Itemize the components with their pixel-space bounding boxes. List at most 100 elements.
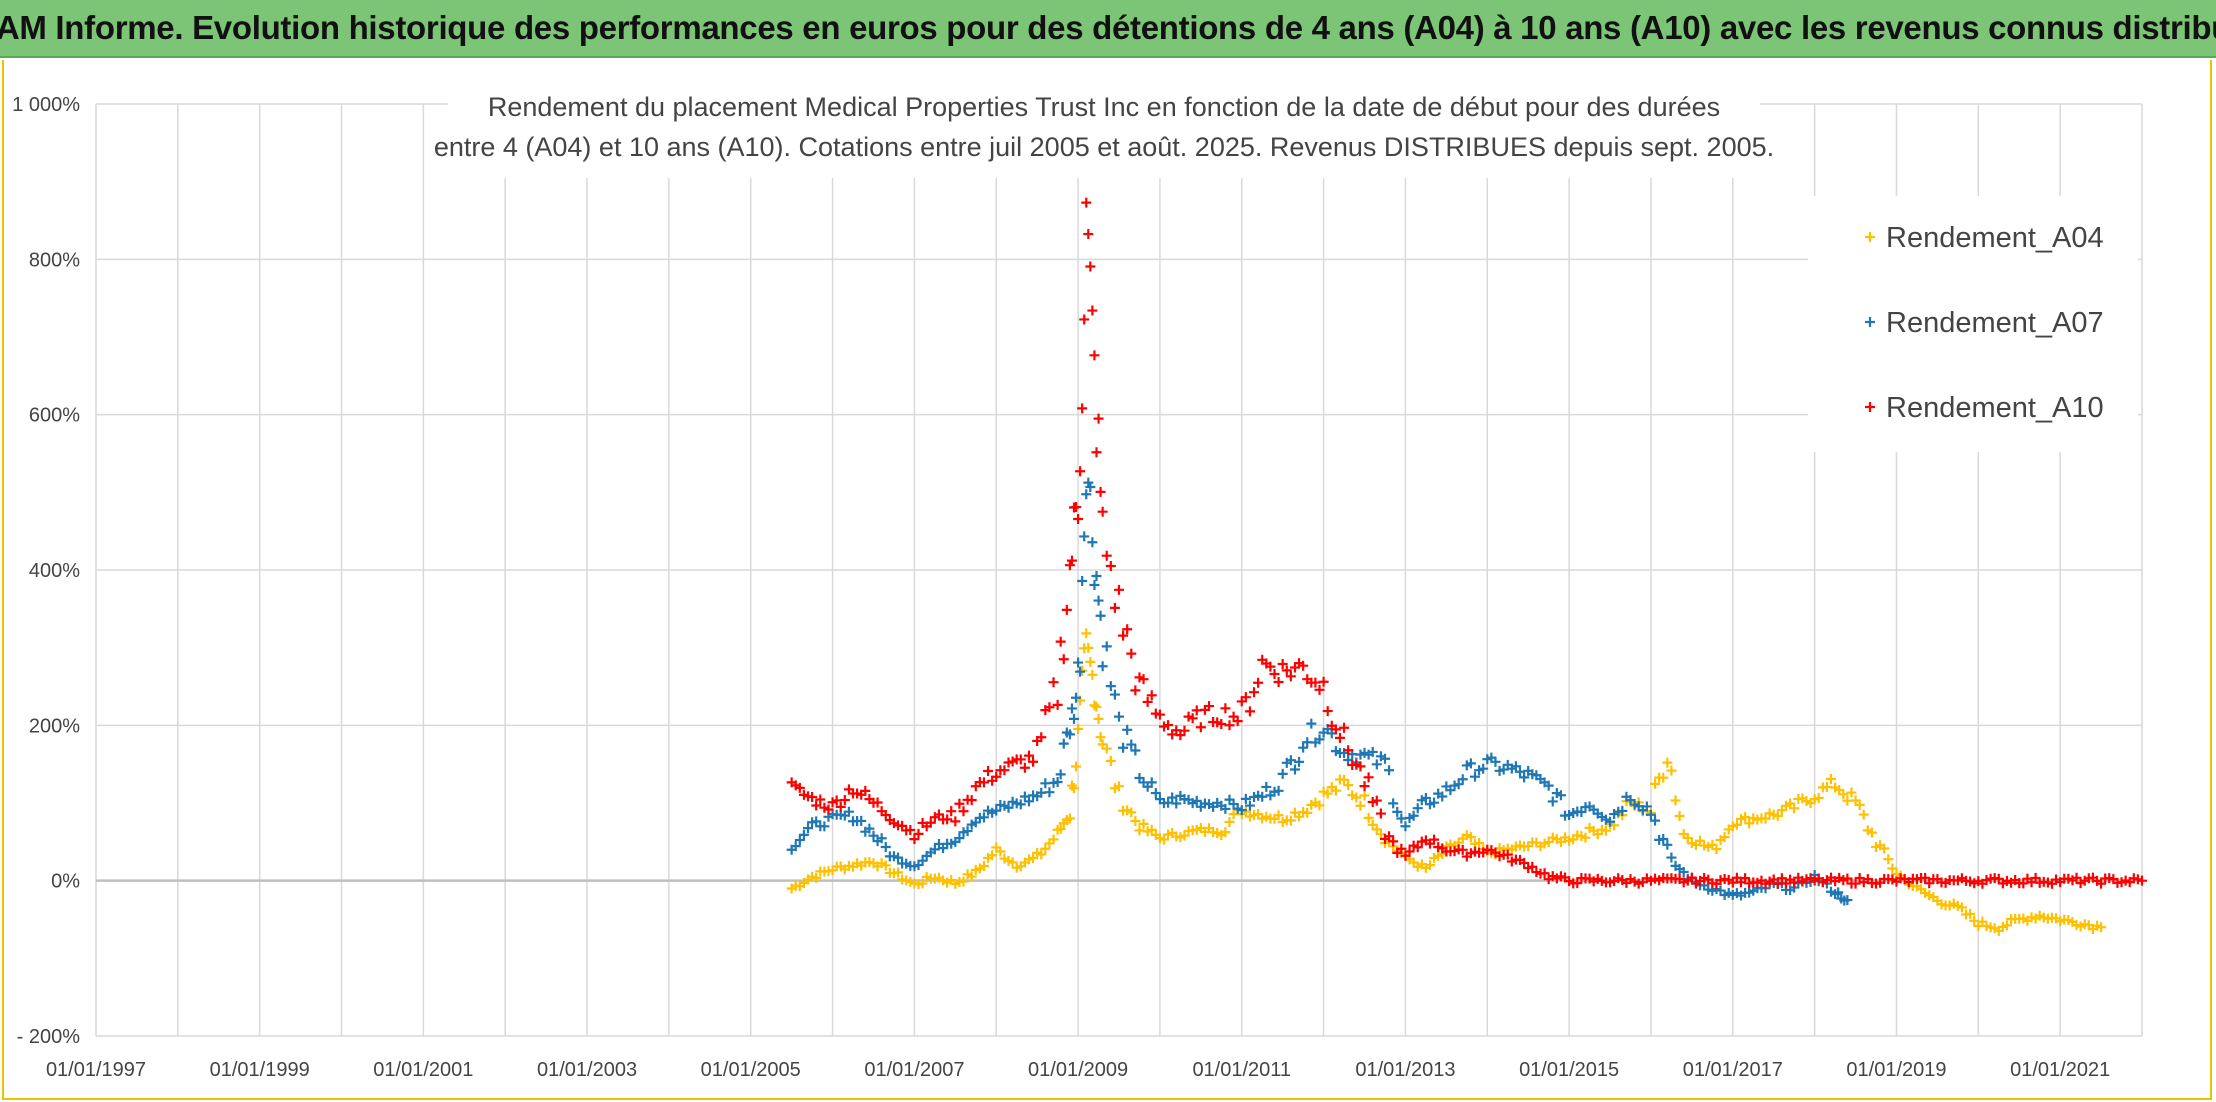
plus-marker — [1019, 762, 1030, 773]
plus-marker — [1355, 761, 1366, 772]
plus-marker — [1865, 317, 1875, 327]
plus-marker — [1249, 687, 1260, 698]
subtitle-line: entre 4 (A04) et 10 ans (A10). Cotations… — [434, 132, 1774, 162]
plus-marker — [1122, 724, 1133, 735]
plus-marker — [1055, 769, 1066, 780]
plus-marker — [929, 844, 940, 855]
plus-marker — [1204, 701, 1215, 712]
plus-marker — [1154, 709, 1165, 720]
plus-marker — [1071, 761, 1082, 772]
plus-marker — [1187, 713, 1198, 724]
plus-marker — [1833, 887, 1844, 898]
plus-marker — [1195, 722, 1206, 733]
plus-marker — [872, 797, 883, 808]
plus-marker — [1244, 800, 1255, 811]
plus-marker — [946, 806, 957, 817]
plus-marker — [1191, 795, 1202, 806]
plus-marker — [1502, 849, 1513, 860]
plus-marker — [811, 800, 822, 811]
plus-marker — [1865, 402, 1875, 412]
plus-marker — [1232, 716, 1243, 727]
plus-marker — [798, 829, 809, 840]
plus-marker — [1711, 844, 1722, 855]
plus-marker — [1130, 816, 1141, 827]
plus-marker — [1302, 807, 1313, 818]
plus-marker — [954, 798, 965, 809]
plus-marker — [1277, 768, 1288, 779]
x-tick-label: 01/01/2001 — [373, 1059, 473, 1081]
plus-marker — [1846, 787, 1857, 798]
plus-marker — [1850, 878, 1861, 889]
plus-marker — [1826, 774, 1837, 785]
plus-marker — [1285, 815, 1296, 826]
plus-marker — [1772, 810, 1783, 821]
plus-marker — [1126, 648, 1137, 659]
x-tick-label: 01/01/2007 — [864, 1059, 964, 1081]
legend-label: Rendement_A10 — [1886, 392, 2104, 424]
data-marks — [786, 197, 2147, 936]
x-tick-label: 01/01/2017 — [1683, 1059, 1783, 1081]
plus-marker — [1122, 624, 1133, 635]
plus-marker — [1167, 792, 1178, 803]
plus-marker — [1093, 595, 1104, 606]
report-title: ADAM Informe. Evolution historique des p… — [0, 9, 2216, 46]
plus-marker — [1539, 868, 1550, 879]
plus-marker — [1073, 723, 1084, 734]
plus-marker — [925, 817, 936, 828]
plus-marker — [1089, 350, 1100, 361]
plus-marker — [1920, 872, 1931, 883]
plus-marker — [868, 830, 879, 841]
plus-marker — [1490, 756, 1501, 767]
plus-marker — [1064, 560, 1075, 571]
plus-marker — [987, 850, 998, 861]
plus-marker — [1760, 813, 1771, 824]
plus-marker — [1678, 867, 1689, 878]
plus-marker — [1298, 742, 1309, 753]
subtitle-line: Rendement du placement Medical Propertie… — [488, 92, 1720, 122]
plus-marker — [1339, 722, 1350, 733]
plus-marker — [1731, 819, 1742, 830]
plus-marker — [811, 872, 822, 883]
plus-marker — [1314, 800, 1325, 811]
plus-marker — [880, 860, 891, 871]
plus-marker — [1048, 677, 1059, 688]
plus-marker — [954, 833, 965, 844]
plus-marker — [1179, 725, 1190, 736]
plus-marker — [1081, 197, 1092, 208]
legend-item: Rendement_A04 — [1865, 222, 2104, 254]
plus-marker — [1314, 684, 1325, 695]
x-tick-label: 01/01/2011 — [1192, 1059, 1291, 1081]
plus-marker — [1789, 803, 1800, 814]
plus-marker — [1424, 860, 1435, 871]
y-tick-label: 200% — [29, 715, 80, 737]
plus-marker — [995, 846, 1006, 857]
plus-marker — [1555, 790, 1566, 801]
plus-marker — [1044, 702, 1055, 713]
plus-marker — [1334, 732, 1345, 743]
plus-marker — [1130, 685, 1141, 696]
plus-marker — [880, 842, 891, 853]
plus-marker — [1277, 658, 1288, 669]
plus-marker — [1036, 849, 1047, 860]
plus-marker — [1617, 805, 1628, 816]
plus-marker — [1095, 486, 1106, 497]
plus-marker — [1071, 692, 1082, 703]
plus-marker — [983, 766, 994, 777]
plus-marker — [1384, 831, 1395, 842]
x-tick-label: 01/01/2003 — [537, 1059, 637, 1081]
plus-marker — [1048, 834, 1059, 845]
plus-marker — [1138, 674, 1149, 685]
plus-marker — [823, 804, 834, 815]
plus-marker — [1087, 669, 1098, 680]
y-tick-label: 600% — [29, 405, 80, 427]
plus-marker — [1058, 654, 1069, 665]
plus-marker — [819, 821, 830, 832]
plus-marker — [909, 834, 920, 845]
plus-marker — [1097, 661, 1108, 672]
plus-marker — [1101, 550, 1112, 561]
plus-marker — [1220, 703, 1231, 714]
plus-marker — [860, 785, 871, 796]
legend-label: Rendement_A04 — [1886, 222, 2104, 254]
plus-marker — [807, 791, 818, 802]
plus-marker — [1068, 783, 1079, 794]
